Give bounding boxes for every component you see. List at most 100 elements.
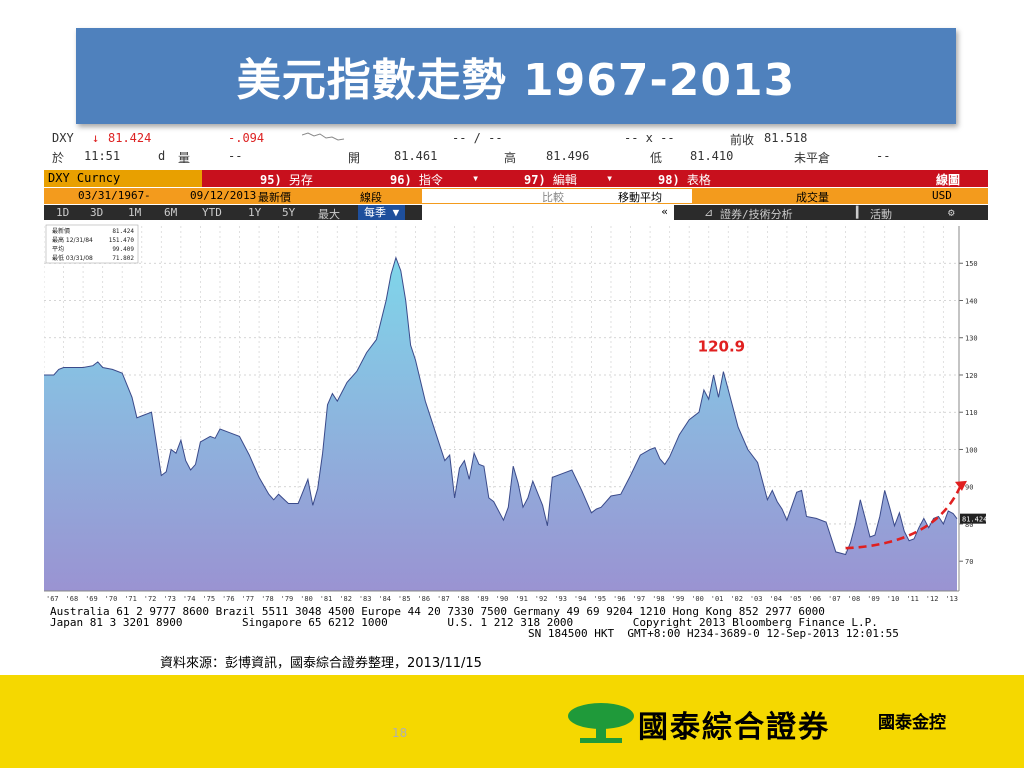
command-button-label: 指令: [418, 173, 443, 187]
time: 11:51: [84, 149, 121, 163]
command-button-num: 96): [390, 173, 412, 187]
settings-gear-icon[interactable]: ⚙: [948, 206, 955, 219]
chart-analysis-icon[interactable]: ⊿: [704, 206, 714, 219]
legend-label: 最高 12/31/84: [52, 236, 93, 244]
legend-value: 71.802: [112, 255, 134, 262]
x-tick-label: '73: [163, 595, 176, 603]
x-tick-label: '82: [339, 595, 352, 603]
y-tick-labels: 70 80 90 100 110 120 130 140 150: [958, 226, 978, 591]
activity-icon[interactable]: ▍: [856, 206, 863, 219]
x-tick-label: '04: [769, 595, 782, 603]
x-tick-label: '12: [926, 595, 939, 603]
segment-select[interactable]: 線段: [360, 191, 382, 204]
prev-close-label: 前收: [730, 133, 755, 147]
period-1m[interactable]: 1M: [128, 206, 142, 219]
d-label: d: [158, 149, 166, 163]
y-tick-label: 70: [965, 558, 973, 566]
save-button-num: 95): [260, 173, 282, 187]
x-tick-label: '78: [261, 595, 274, 603]
period-6m[interactable]: 6M: [164, 206, 178, 219]
period-3d[interactable]: 3D: [90, 206, 104, 219]
x-tick-label: '90: [496, 595, 509, 603]
edit-button-label: 編輯: [552, 173, 577, 187]
save-button[interactable]: 95) 另存: [260, 171, 313, 188]
x-tick-label: '96: [613, 595, 626, 603]
price-field-select[interactable]: 最新價: [258, 191, 291, 204]
x-tick-label: '03: [750, 595, 763, 603]
start-date[interactable]: 03/31/1967: [78, 189, 145, 202]
x-tick-label: '08: [848, 595, 861, 603]
command-button[interactable]: 96) 指令: [390, 171, 443, 188]
volume-label: 量: [178, 151, 191, 165]
table-button[interactable]: 98) 表格: [658, 171, 711, 188]
legend-label: 平均: [52, 245, 64, 253]
chart-type-button[interactable]: 線圖: [936, 173, 961, 187]
y-tick-label: 120: [965, 372, 978, 380]
end-date[interactable]: 09/12/2013: [190, 189, 257, 202]
legend-label: 最低 03/31/08: [52, 254, 93, 262]
x-tick-label: '67: [46, 595, 59, 603]
command-dropdown-icon[interactable]: ▾: [472, 171, 480, 185]
page-number: 18: [392, 726, 408, 740]
period-max[interactable]: 最大: [318, 208, 340, 221]
footer-line-3: SN 184500 HKT GMT+8:00 H234-3689-0 12-Se…: [528, 627, 899, 640]
legend-value: 81.424: [112, 228, 134, 235]
tree-logo-icon: [568, 703, 634, 743]
x-tick-label: '01: [711, 595, 724, 603]
brand-group: 國泰金控: [878, 713, 946, 733]
x-tick-label: '93: [554, 595, 567, 603]
activity-button[interactable]: 活動: [870, 208, 892, 221]
x-tick-label: '72: [144, 595, 157, 603]
x-tick-label: '11: [906, 595, 919, 603]
last-value-tag: [960, 513, 986, 524]
x-tick-label: '98: [652, 595, 665, 603]
page-title: 美元指數走勢 1967-2013: [76, 28, 956, 124]
frequency-label: 每季: [364, 206, 386, 219]
legend-box: [45, 224, 139, 264]
compare-field[interactable]: 比較: [422, 189, 692, 204]
legend: 最新價 81.424 最高 12/31/84 151.470 平均 99.409 最低 03…: [45, 224, 139, 264]
period-1d[interactable]: 1D: [56, 206, 70, 219]
x-tick-label: '02: [730, 595, 743, 603]
series-line: [44, 256, 958, 556]
range: -- / --: [452, 131, 503, 145]
x-tick-label: '89: [476, 595, 489, 603]
x-tick-label: '80: [300, 595, 313, 603]
trend-arrow: [845, 484, 963, 550]
tech-analysis-button[interactable]: 證券/技術分析: [720, 208, 793, 221]
x-tick-label: '09: [867, 595, 880, 603]
save-button-label: 另存: [288, 173, 313, 187]
period-bar: 1D 3D 1M 6M YTD 1Y 5Y 最大 每季 ▼ « ⊿ 證券/技術分…: [44, 205, 988, 221]
command-toolbar: DXY Curncy 95) 另存 96) 指令 ▾ 97) 編輯 ▾ 98) …: [44, 170, 988, 187]
x-value: -- x --: [624, 131, 675, 145]
y-tick-label: 90: [965, 484, 973, 492]
x-tick-label: '85: [398, 595, 411, 603]
x-tick-label: '10: [887, 595, 900, 603]
y-tick-label: 110: [965, 409, 978, 417]
quote-header: DXY ↓ 81.424 -.094 -- / -- -- x -- 前收 81…: [44, 131, 988, 167]
nav-back-button[interactable]: «: [422, 205, 674, 220]
volume: --: [228, 149, 243, 163]
last-value-label: 81.424: [962, 516, 987, 524]
brand-name: 國泰綜合證券: [638, 710, 830, 745]
x-tick-label: '84: [378, 595, 391, 603]
period-1y[interactable]: 1Y: [248, 206, 262, 219]
x-tick-label: '86: [417, 595, 430, 603]
volume-select[interactable]: 成交量: [796, 191, 829, 204]
currency-select[interactable]: USD: [932, 189, 952, 202]
period-ytd[interactable]: YTD: [202, 206, 222, 219]
frequency-select[interactable]: 每季 ▼: [358, 205, 406, 220]
edit-button[interactable]: 97) 編輯: [524, 171, 577, 188]
edit-dropdown-icon[interactable]: ▾: [606, 171, 614, 185]
ticker: DXY: [52, 131, 74, 145]
x-tick-label: '76: [222, 595, 235, 603]
x-tick-label: '71: [124, 595, 137, 603]
dxy-area-chart: 70 80 90 100 110 120 130 140 150 '67 '68 '69 '70 '71…: [43, 221, 988, 605]
legend-value: 151.470: [109, 237, 135, 244]
security-field[interactable]: DXY Curncy: [44, 170, 202, 187]
x-tick-label: '83: [359, 595, 372, 603]
moving-average-select[interactable]: 移動平均: [618, 191, 662, 204]
area-fill: [44, 257, 957, 591]
x-tick-label: '87: [437, 595, 450, 603]
period-5y[interactable]: 5Y: [282, 206, 296, 219]
